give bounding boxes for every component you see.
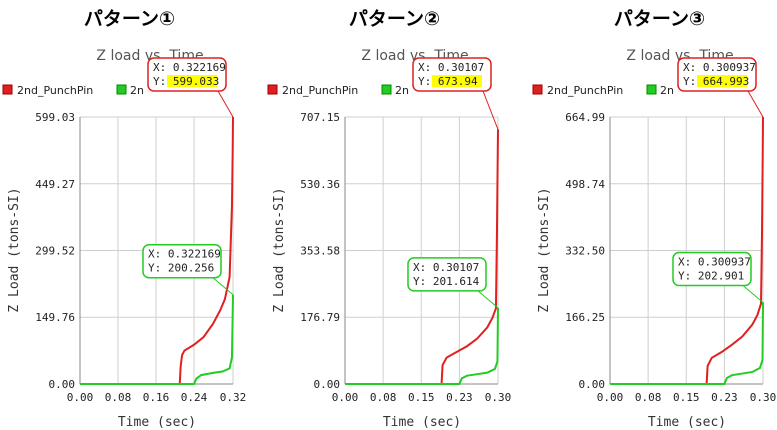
x-axis-label: Time (sec) (383, 415, 461, 430)
tooltip-y-value: Y: 202.901 (678, 270, 744, 283)
y-tick-label: 0.00 (579, 378, 606, 391)
series-line-red (80, 116, 234, 385)
y-tick-label: 332.50 (565, 244, 605, 257)
legend-swatch-green (381, 84, 392, 95)
y-tick-label: 599.03 (35, 111, 75, 124)
legend-swatch-green (116, 84, 127, 95)
tooltip-y-value: Y: 201.614 (413, 275, 480, 288)
tooltip-x-value: X: 0.300937 (678, 256, 751, 269)
tooltip-highlight (432, 75, 482, 87)
y-tick-label: 664.99 (565, 111, 605, 124)
legend-swatch-red (267, 84, 278, 95)
series-line-green (80, 294, 235, 385)
x-tick-label: 0.08 (105, 391, 132, 404)
tooltip-pointer (217, 90, 234, 118)
x-tick-label: 0.16 (143, 391, 170, 404)
tooltip-x-value: X: 0.322169 (148, 248, 221, 261)
legend-swatch-red (532, 84, 543, 95)
legend-swatch-red (2, 84, 13, 95)
tooltip-pointer (742, 285, 764, 303)
y-axis-label: Z Load (tons-SI) (272, 187, 287, 312)
tooltip-y-value: Y: 200.256 (148, 262, 214, 275)
series-line-red (610, 116, 764, 385)
x-tick-label: 0.08 (370, 391, 397, 404)
x-tick-label: 0.30 (485, 391, 512, 404)
y-axis-label: Z Load (tons-SI) (7, 187, 22, 312)
chart-panel-3: パターン③ Z load vs. Time 2nd_PunchPin 2n 0.00 1… (530, 0, 777, 430)
x-tick-label: 0.00 (597, 391, 624, 404)
tooltip-x-value: X: 0.30107 (418, 61, 484, 74)
x-tick-label: 0.23 (711, 391, 738, 404)
legend-label: 2n (395, 84, 409, 97)
tooltip-box (672, 251, 752, 287)
y-tick-label: 449.27 (35, 178, 75, 191)
legend-label: 2n (660, 84, 674, 97)
x-tick-label: 0.30 (750, 391, 777, 404)
y-tick-label: 0.00 (49, 378, 76, 391)
y-tick-label: 299.52 (35, 244, 75, 257)
tooltip-y-value: Y: 673.94 (418, 75, 478, 88)
x-tick-label: 0.24 (181, 391, 208, 404)
tooltip-y-value: Y: 599.033 (153, 75, 219, 88)
legend-label: 2nd_PunchPin (17, 84, 93, 97)
x-tick-label: 0.08 (635, 391, 662, 404)
y-tick-label: 176.79 (300, 311, 340, 324)
x-tick-label: 0.15 (673, 391, 700, 404)
tooltip-pointer (477, 290, 499, 309)
chart-panel-1: パターン① Z load vs. Time 2nd_PunchPin 2n 0.00 1… (0, 0, 259, 430)
pattern-heading: パターン① (83, 8, 176, 30)
pattern-heading: パターン③ (613, 8, 706, 30)
series-line-red (345, 129, 499, 385)
x-tick-label: 0.00 (332, 391, 359, 404)
tooltip-x-value: X: 0.30107 (413, 261, 479, 274)
legend-label: 2nd_PunchPin (282, 84, 358, 97)
x-tick-label: 0.00 (67, 391, 94, 404)
legend-swatch-green (646, 84, 657, 95)
legend-label: 2nd_PunchPin (547, 84, 623, 97)
y-tick-label: 0.00 (314, 378, 341, 391)
y-tick-label: 498.74 (565, 178, 605, 191)
x-tick-label: 0.23 (446, 391, 473, 404)
tooltip-highlight (167, 75, 217, 87)
x-tick-label: 0.32 (220, 391, 247, 404)
tooltip-highlight (697, 75, 747, 87)
tooltip-x-value: X: 0.322169 (153, 61, 226, 74)
tooltip-pointer (482, 90, 499, 130)
y-tick-label: 149.76 (35, 311, 75, 324)
chart-panel-2: パターン② Z load vs. Time 2nd_PunchPin 2n 0.00 1… (265, 0, 524, 430)
x-axis-label: Time (sec) (648, 415, 726, 430)
x-axis-label: Time (sec) (118, 415, 196, 430)
y-tick-label: 166.25 (565, 311, 605, 324)
tooltip-box (142, 243, 222, 279)
series-line-green (610, 302, 764, 385)
tooltip-y-value: Y: 664.993 (683, 75, 749, 88)
legend-label: 2n (130, 84, 144, 97)
tooltip-pointer (747, 90, 764, 118)
pattern-heading: パターン② (348, 8, 441, 30)
series-line-green (345, 307, 499, 385)
y-axis-label: Z Load (tons-SI) (537, 187, 552, 312)
tooltip-x-value: X: 0.300937 (683, 61, 756, 74)
tooltip-pointer (212, 277, 234, 296)
y-tick-label: 530.36 (300, 178, 340, 191)
x-tick-label: 0.15 (408, 391, 435, 404)
y-tick-label: 707.15 (300, 111, 340, 124)
tooltip-box (407, 257, 487, 292)
y-tick-label: 353.58 (300, 244, 340, 257)
